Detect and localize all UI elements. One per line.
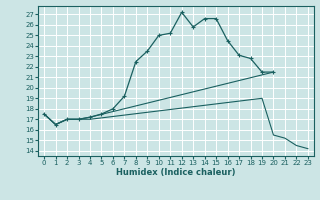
- X-axis label: Humidex (Indice chaleur): Humidex (Indice chaleur): [116, 168, 236, 177]
